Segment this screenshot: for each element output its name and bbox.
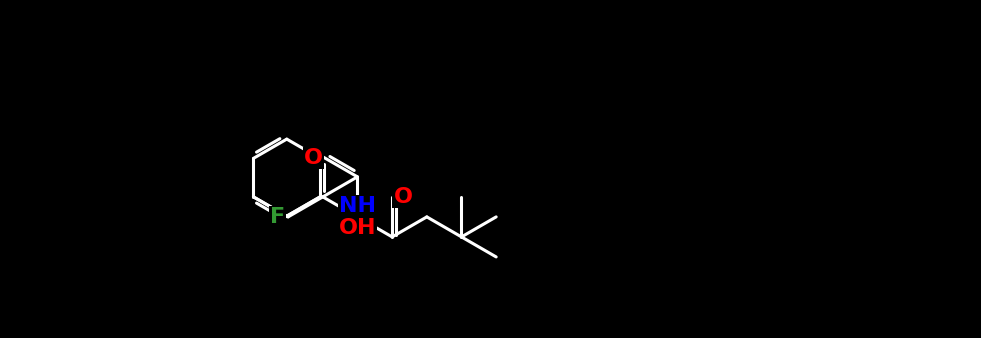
Text: O: O xyxy=(393,187,412,207)
Text: OH: OH xyxy=(338,218,376,238)
Text: NH: NH xyxy=(339,196,376,216)
Text: O: O xyxy=(304,148,323,168)
Text: F: F xyxy=(270,207,285,227)
